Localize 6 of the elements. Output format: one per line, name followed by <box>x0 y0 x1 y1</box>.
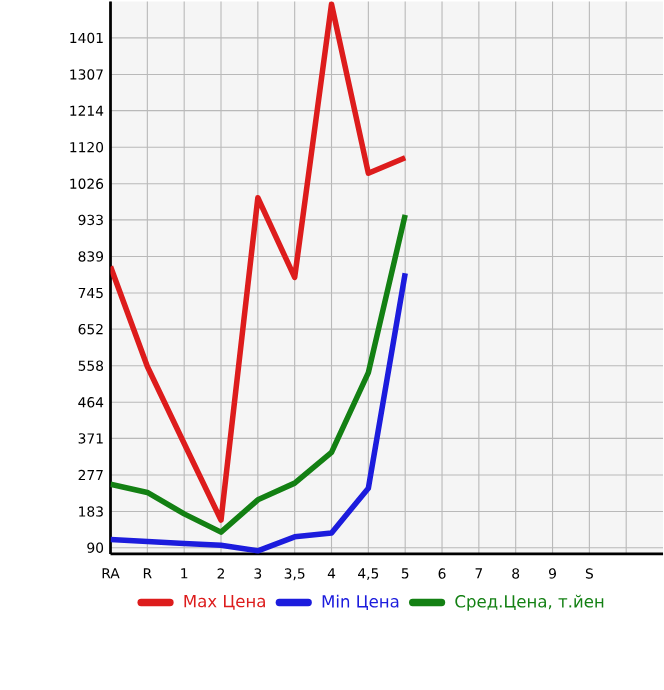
line-series <box>110 270 408 554</box>
line-series <box>110 212 408 535</box>
legend-label: Сред.Цена, т.йен <box>455 594 604 611</box>
legend-label: Max Цена <box>184 595 265 610</box>
legend-label: Min Цена <box>322 594 399 610</box>
line-series <box>110 1 408 523</box>
